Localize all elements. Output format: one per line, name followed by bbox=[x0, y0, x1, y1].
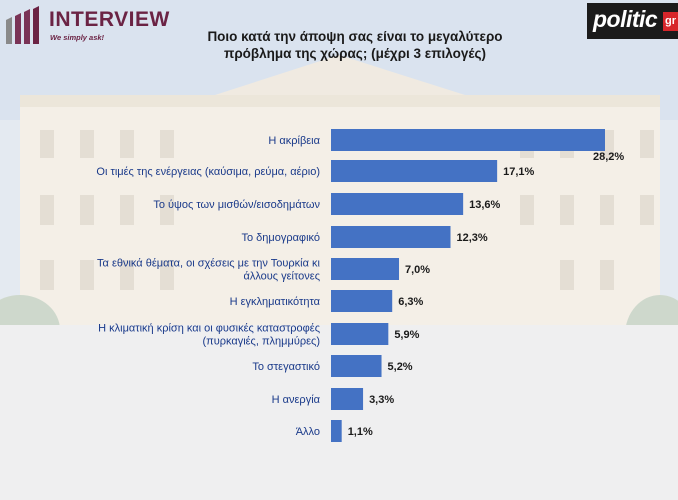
chart-title: Ποιο κατά την άποψη σας είναι το μεγαλύτ… bbox=[207, 29, 503, 61]
politic-logo: politic gr bbox=[587, 3, 678, 39]
category-label-2: Οι τιμές της ενέργειας (καύσιμα, ρεύμα, … bbox=[96, 166, 320, 178]
value-label-9: 3,3% bbox=[369, 394, 394, 406]
value-label-5: 7,0% bbox=[405, 264, 430, 276]
bar-3 bbox=[331, 193, 464, 215]
value-label-2: 17,1% bbox=[503, 166, 534, 178]
category-label-4: Το δημογραφικό bbox=[241, 232, 320, 244]
category-label-1: Η ακρίβεια bbox=[268, 135, 320, 147]
interview-bars-icon bbox=[6, 6, 39, 44]
category-label-3: Το ύψος των μισθών/εισοδημάτων bbox=[153, 199, 320, 211]
value-label-7: 5,9% bbox=[394, 329, 419, 341]
bar-5 bbox=[331, 258, 400, 280]
value-label-6: 6,3% bbox=[398, 296, 423, 308]
bar-9 bbox=[331, 388, 364, 410]
category-label-10: Άλλο bbox=[296, 426, 320, 438]
value-label-3: 13,6% bbox=[469, 199, 500, 211]
interview-logo: INTERVIEW We simply ask! bbox=[4, 6, 169, 46]
politic-logo-text: politic bbox=[593, 6, 658, 32]
value-label-1: 28,2% bbox=[593, 151, 624, 163]
category-label-8: Το στεγαστικό bbox=[252, 361, 320, 373]
bar-2 bbox=[331, 160, 498, 182]
bar-8 bbox=[331, 355, 382, 377]
bar-7 bbox=[331, 323, 389, 345]
category-label-5: Τα εθνικά θέματα, οι σχέσεις με την Τουρ… bbox=[97, 258, 321, 283]
interview-logo-tagline: We simply ask! bbox=[50, 33, 105, 42]
bar-10 bbox=[331, 420, 342, 442]
category-label-6: Η εγκληματικότητα bbox=[230, 296, 321, 308]
bar-6 bbox=[331, 290, 393, 312]
bar-1 bbox=[331, 129, 605, 151]
value-label-10: 1,1% bbox=[348, 426, 373, 438]
politic-logo-suffix: gr bbox=[663, 12, 678, 31]
category-label-7: Η κλιματική κρίση και οι φυσικές καταστρ… bbox=[98, 323, 320, 348]
bar-4 bbox=[331, 226, 451, 248]
value-label-4: 12,3% bbox=[457, 232, 488, 244]
interview-logo-text: INTERVIEW bbox=[49, 8, 170, 31]
value-label-8: 5,2% bbox=[388, 361, 413, 373]
category-label-9: Η ανεργία bbox=[272, 394, 321, 406]
